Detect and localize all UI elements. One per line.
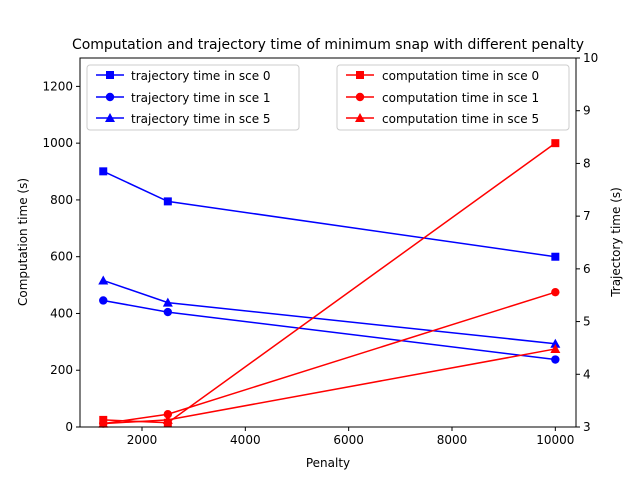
computation-series-point-2-2 [550, 343, 561, 353]
y-axis-right: 3 4 5 6 7 8 9 10 [576, 51, 598, 434]
x-tick-label-2: 6000 [333, 433, 364, 447]
y-left-tick-label-2: 400 [50, 306, 73, 320]
y-left-tick-label-6: 1200 [42, 79, 73, 93]
y-right-tick-label-1: 4 [583, 367, 591, 381]
legend-right-label-0: computation time in sce 0 [382, 69, 539, 83]
trajectory-series-point-1-1 [163, 307, 173, 317]
legend-left-marker-1 [105, 92, 115, 102]
trajectory-series-line-0 [102, 170, 556, 258]
trajectory-series-point-2-2 [550, 338, 561, 348]
y-left-tick-label-5: 1000 [42, 136, 73, 150]
trajectory-series-line-1 [103, 299, 556, 361]
computation-series-point-2-1 [162, 414, 173, 424]
y-right-tick-label-7: 10 [583, 51, 598, 65]
y-left-tick-label-3: 600 [50, 250, 73, 264]
legend-left-label-0: trajectory time in sce 0 [131, 69, 271, 83]
trajectory-series-point-1-0 [99, 296, 108, 305]
computation-series-line-0 [103, 142, 556, 424]
x-tick-label-0: 2000 [127, 433, 158, 447]
x-tick-label-4: 10000 [536, 433, 574, 447]
legend-right-marker-1 [355, 92, 365, 102]
y-right-tick-label-0: 3 [583, 420, 591, 434]
y-right-tick-label-5: 8 [583, 156, 591, 170]
legend-right-frame [336, 64, 570, 131]
y-axis-right-label: Trajectory time (s) [609, 187, 623, 298]
y-left-tick-label-1: 200 [50, 363, 73, 377]
y-right-tick-label-6: 9 [583, 104, 591, 118]
trajectory-series-point-2-0 [98, 275, 109, 285]
plot-frame [79, 57, 577, 428]
trajectory-series-point-2-1 [162, 297, 173, 307]
legend-left-label-2: trajectory time in sce 5 [131, 112, 271, 126]
trajectory-series-point-1-2 [551, 355, 560, 364]
trajectory-series-point-0-0 [99, 167, 108, 176]
y-axis-left-label: Computation time (s) [16, 178, 30, 306]
y-axis-left: 0 200 400 600 800 1000 1200 [42, 79, 80, 434]
computation-series-point-1-2 [551, 287, 560, 297]
plot-markers [98, 139, 561, 428]
legend-left-label-1: trajectory time in sce 1 [131, 91, 271, 105]
legend-right: computation time in sce 0 computation ti… [336, 64, 570, 131]
legend-left: trajectory time in sce 0 trajectory time… [86, 64, 300, 131]
y-right-tick-label-2: 5 [583, 315, 591, 329]
legend-left-marker-0 [106, 71, 114, 79]
computation-series-point-0-2 [551, 139, 560, 148]
x-tick-label-1: 4000 [230, 433, 261, 447]
legend-left-marker-2 [105, 113, 115, 122]
x-axis: 2000 4000 6000 8000 10000 [127, 427, 574, 447]
legend-right-marker-2 [355, 113, 365, 122]
plot-lines [102, 142, 556, 425]
legend-right-marker-0 [356, 71, 364, 79]
legend-right-label-2: computation time in sce 5 [382, 112, 539, 126]
trajectory-series-point-0-1 [163, 197, 172, 206]
legend-right-label-1: computation time in sce 1 [382, 91, 539, 105]
trajectory-series-point-0-2 [551, 252, 560, 261]
chart-title: Computation and trajectory time of minim… [72, 37, 584, 53]
y-left-tick-label-0: 0 [65, 420, 73, 434]
legend-left-frame [86, 64, 300, 131]
x-tick-label-3: 8000 [437, 433, 468, 447]
y-right-tick-label-3: 6 [583, 262, 591, 276]
y-left-tick-label-4: 800 [50, 193, 73, 207]
y-right-tick-label-4: 7 [583, 209, 591, 223]
computation-series-point-2-0 [98, 418, 109, 428]
computation-series-point-1-1 [163, 410, 173, 419]
x-axis-label: Penalty [306, 456, 350, 470]
